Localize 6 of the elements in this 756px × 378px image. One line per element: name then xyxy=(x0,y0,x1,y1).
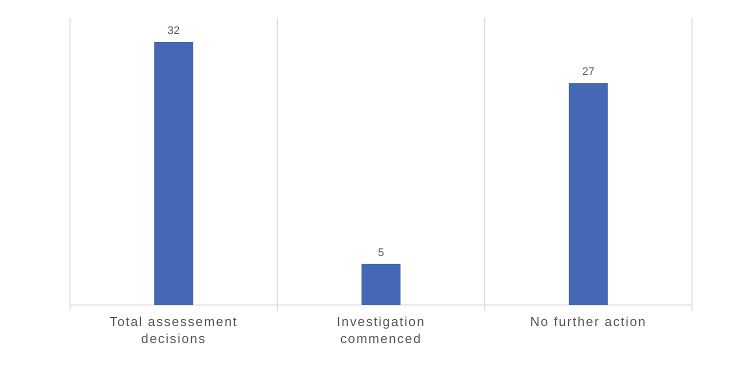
data-label: 5 xyxy=(378,246,384,259)
x-tick-label: Total assessement decisions xyxy=(110,314,238,346)
data-label: 32 xyxy=(168,25,180,37)
data-label: 27 xyxy=(582,66,594,78)
x-tick-label: No further action xyxy=(530,314,647,329)
x-tick-label: Investigation commenced xyxy=(336,314,426,346)
